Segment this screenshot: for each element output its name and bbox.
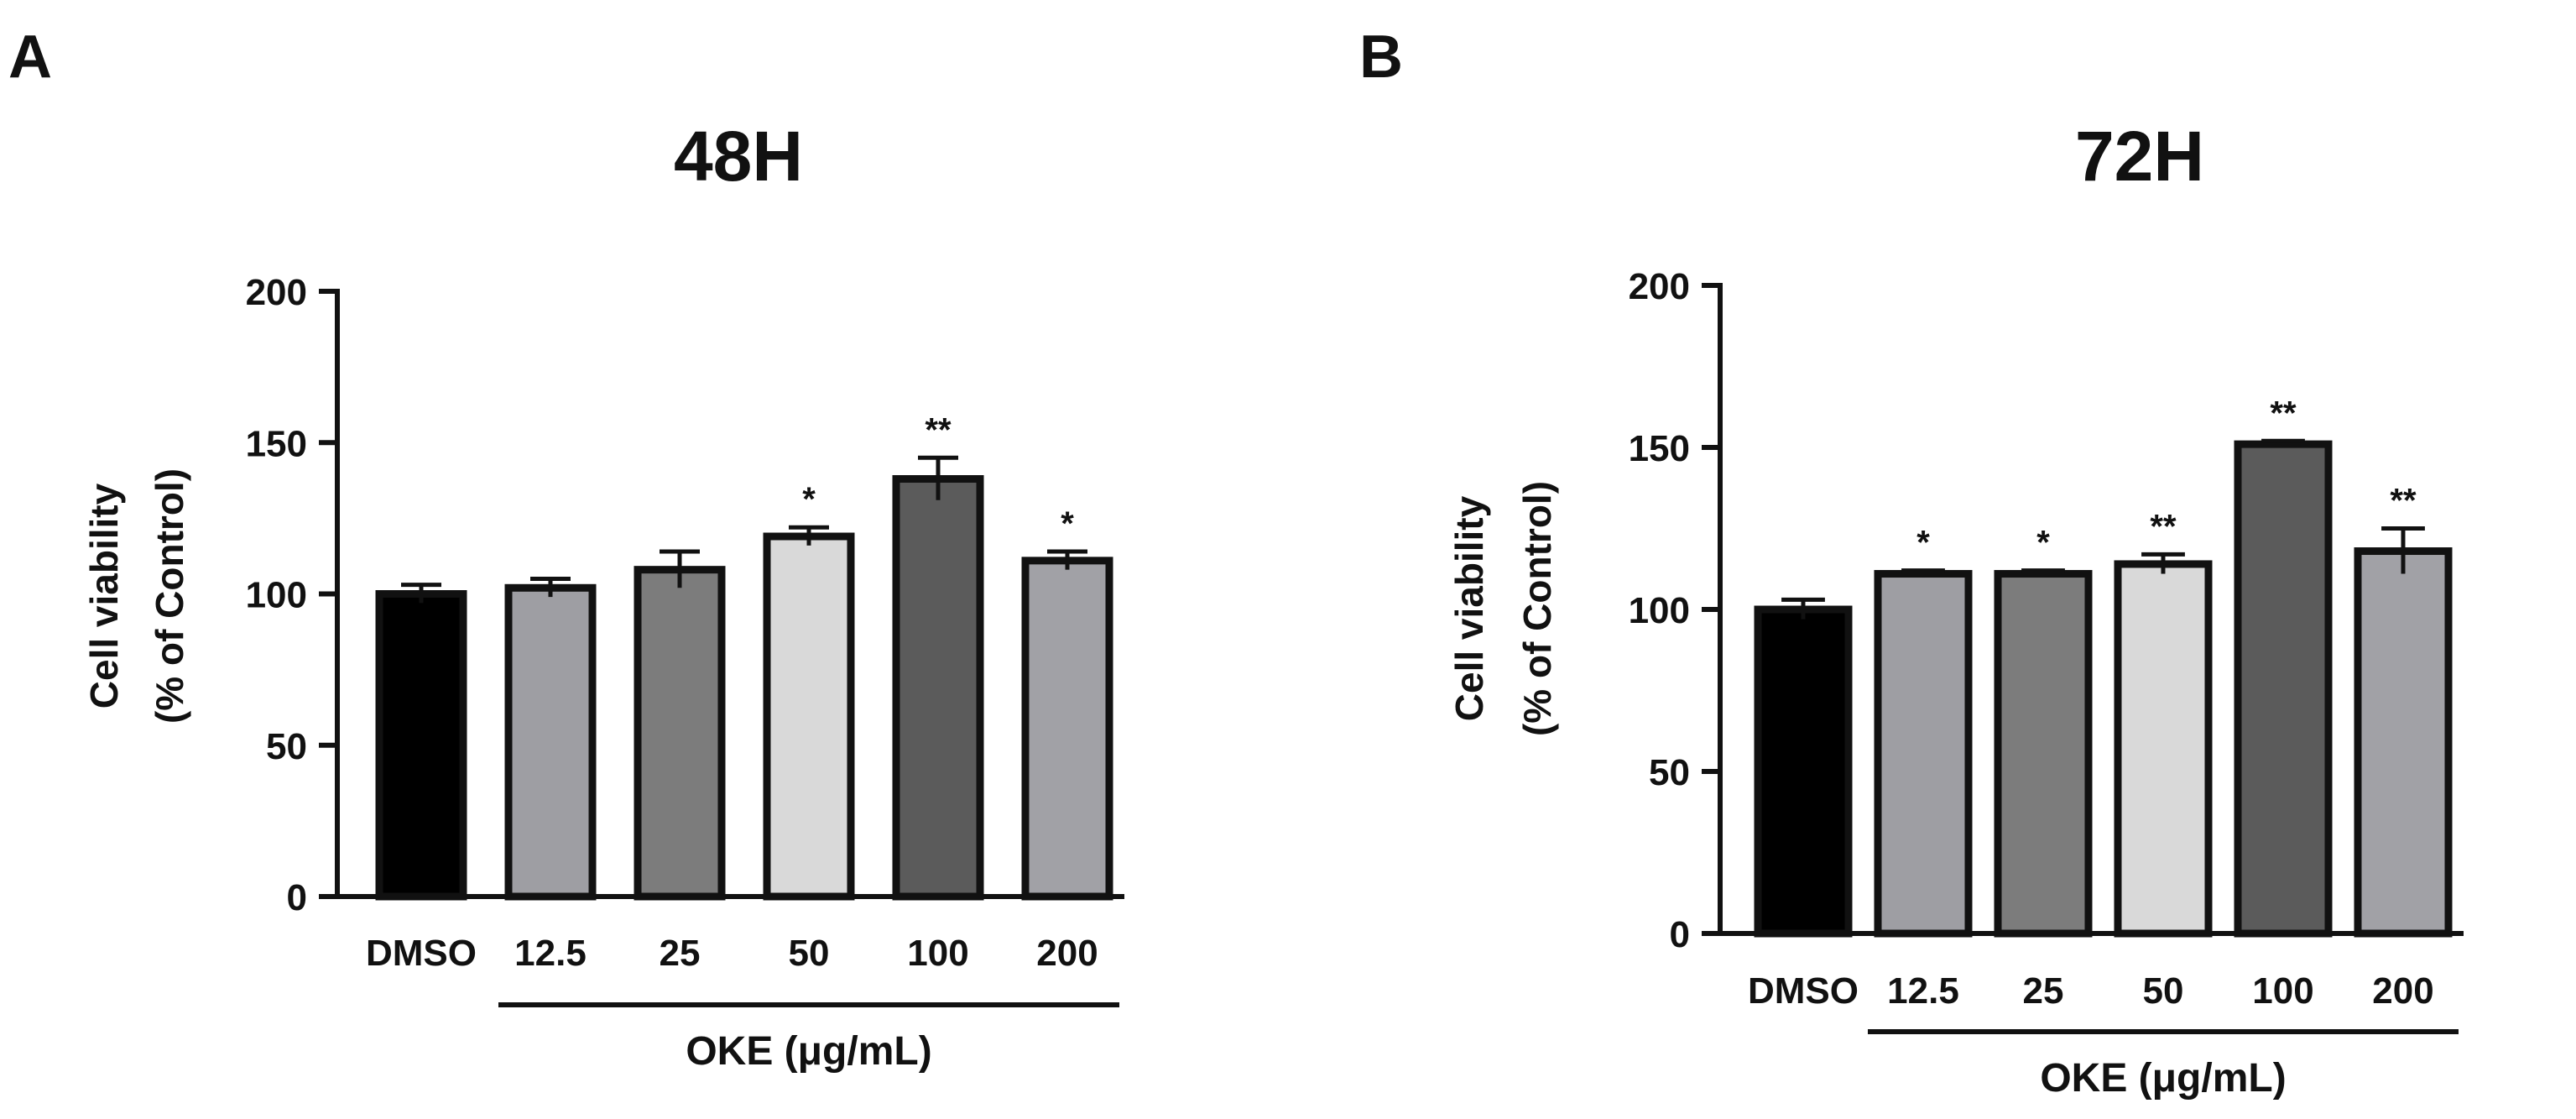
x-tick-label: 50 <box>789 933 830 974</box>
significance-label: ** <box>2390 483 2417 520</box>
y-tick-label: 150 <box>1629 428 1690 469</box>
x-tick-label: 100 <box>907 933 968 974</box>
y-tick-label: 100 <box>1629 590 1690 631</box>
y-tick-label: 0 <box>1670 914 1690 955</box>
bar <box>2234 440 2333 938</box>
bar <box>1754 605 1853 938</box>
x-tick-label: 200 <box>1036 933 1098 974</box>
x-tick-label: 50 <box>2143 970 2184 1012</box>
y-tick-label: 0 <box>287 877 307 918</box>
y-tick-label: 200 <box>1629 266 1690 307</box>
significance-label: ** <box>2270 395 2297 431</box>
panel-b: B 72H 0 50 100 150 200 Cell viability (% of Co… <box>1359 24 2464 1101</box>
significance-label: ** <box>925 411 952 448</box>
panel-letter: A <box>8 24 52 91</box>
x-axis-label: OKE (μg/mL) <box>2040 1056 2286 1101</box>
significance-label: * <box>1916 525 1930 562</box>
bar <box>2354 547 2453 938</box>
significance-label: * <box>1061 505 1074 542</box>
x-tick-label: DMSO <box>366 933 477 974</box>
y-tick-label: 50 <box>1649 752 1690 793</box>
bar <box>1021 557 1113 901</box>
x-tick-label: 12.5 <box>1887 970 1959 1012</box>
x-tick-label: 25 <box>2023 970 2064 1012</box>
x-axis-label: OKE (μg/mL) <box>686 1029 931 1074</box>
bar <box>1874 570 1973 938</box>
x-tick-label: 200 <box>2372 970 2433 1012</box>
significance-label: * <box>802 481 816 518</box>
significance-label: ** <box>2150 508 2177 545</box>
panel-letter: B <box>1359 24 1403 91</box>
y-tick-label: 150 <box>246 423 307 464</box>
bar <box>634 566 726 901</box>
bar <box>504 583 597 901</box>
x-tick-label: DMSO <box>1748 970 1859 1012</box>
significance-label: * <box>2036 525 2050 562</box>
bar <box>892 475 984 901</box>
x-tick-label: 12.5 <box>514 933 587 974</box>
y-axis-label: (% of Control) <box>1515 481 1559 736</box>
bar <box>375 590 467 901</box>
chart-title: 72H <box>2075 117 2204 196</box>
y-axis-label: Cell viability <box>82 483 126 709</box>
y-tick-label: 50 <box>266 726 307 767</box>
bar <box>2114 560 2213 938</box>
y-axis-label: Cell viability <box>1447 495 1491 721</box>
chart-marks: 0 50 100 150 200 Cell viability (% of Control)… <box>82 272 1124 1074</box>
x-tick-label: 25 <box>660 933 701 974</box>
chart-title: 48H <box>674 117 803 196</box>
bar <box>1994 570 2093 938</box>
x-tick-label: 100 <box>2252 970 2313 1012</box>
y-tick-label: 100 <box>246 575 307 616</box>
y-axis-label: (% of Control) <box>148 468 191 724</box>
chart-marks: 0 50 100 150 200 Cell viability (% of Control)… <box>1447 266 2464 1101</box>
y-tick-label: 200 <box>246 272 307 313</box>
panel-a: A 48H 0 50 100 150 200 Cell viability (% of Co… <box>8 24 1124 1074</box>
bar <box>763 532 855 901</box>
